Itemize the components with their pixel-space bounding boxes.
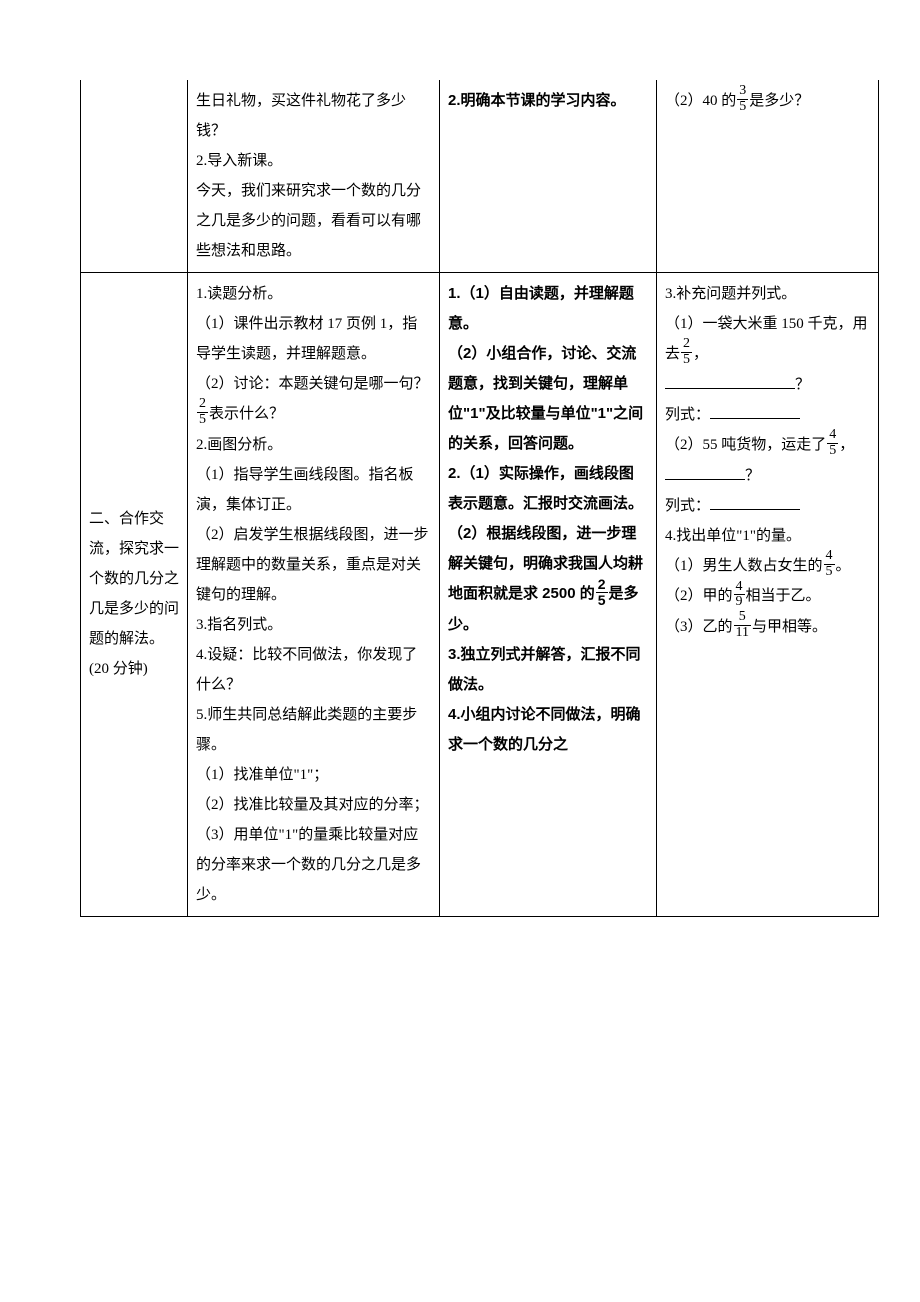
fraction-denominator: 11 [734, 626, 751, 641]
text: 与甲相等。 [752, 619, 827, 635]
cell-teacher-activity: 1.读题分析。 （1）课件出示教材 17 页例 1，指导学生读题，并理解题意。 … [188, 273, 440, 917]
text: （2）小组合作，讨论、交流题意，找到关键句，理解单位"1"及比较量与单位"1"之… [448, 345, 643, 452]
text: 5.师生共同总结解此类题的主要步骤。 [196, 707, 417, 753]
text: 列式： [665, 498, 710, 514]
text: ， [839, 437, 854, 453]
fill-blank [665, 464, 745, 480]
fraction: 35 [737, 84, 748, 114]
fill-blank [710, 494, 800, 510]
fraction-denominator: 5 [681, 353, 692, 368]
text: 4.设疑：比较不同做法，你发现了什么？ [196, 647, 417, 693]
fraction-denominator: 5 [596, 593, 608, 608]
text: 列式： [665, 407, 710, 423]
cell-exercise: （2）40 的35是多少？ [657, 80, 879, 273]
fraction-numerator: 2 [681, 337, 692, 353]
fraction-denominator: 5 [197, 413, 208, 428]
text: 2.画图分析。 [196, 437, 282, 453]
text: （1）找准单位"1"； [196, 767, 328, 783]
text: （2）40 的 [665, 93, 736, 109]
cell-student-activity: 1.（1）自由读题，并理解题意。 （2）小组合作，讨论、交流题意，找到关键句，理… [440, 273, 657, 917]
fraction-denominator: 5 [824, 565, 835, 580]
fraction-numerator: 3 [737, 84, 748, 100]
text: （2）讨论：本题关键句是哪一句？ [196, 376, 429, 392]
fraction: 25 [596, 577, 608, 607]
fraction-numerator: 4 [824, 549, 835, 565]
text: 2.明确本节课的学习内容。 [448, 92, 626, 109]
text: 相当于乙。 [746, 588, 821, 604]
text: 表示什么？ [209, 406, 284, 422]
fraction-denominator: 5 [827, 444, 838, 459]
text: 4.找出单位"1"的量。 [665, 528, 801, 544]
text: （2）找准比较量及其对应的分率； [196, 797, 429, 813]
fraction-numerator: 5 [734, 610, 751, 626]
text: 3.指名列式。 [196, 617, 282, 633]
fraction-numerator: 2 [197, 397, 208, 413]
fraction-numerator: 4 [827, 428, 838, 444]
table-row: 二、合作交流，探究求一个数的几分之几是多少的问题的解法。(20 分钟) 1.读题… [81, 273, 879, 917]
text: 2.导入新课。 [196, 153, 282, 169]
text: （2）启发学生根据线段图，进一步理解题中的数量关系，重点是对关键句的理解。 [196, 527, 429, 603]
fraction-numerator: 2 [596, 577, 608, 593]
text: ， [693, 346, 708, 362]
text: 二、合作交流，探究求一个数的几分之几是多少的问题的解法。(20 分钟) [89, 511, 179, 677]
text: （1）指导学生画线段图。指名板演，集体订正。 [196, 467, 414, 513]
text: （2）甲的 [665, 588, 733, 604]
text: 1.（1）自由读题，并理解题意。 [448, 285, 634, 332]
fill-blank [665, 373, 795, 389]
text: 3.补充问题并列式。 [665, 286, 796, 302]
text: 生日礼物，买这件礼物花了多少钱？ [196, 93, 406, 139]
text: （1）男生人数占女生的 [665, 558, 823, 574]
fraction: 45 [824, 549, 835, 579]
text: 是多少？ [749, 93, 809, 109]
lesson-plan-table: 生日礼物，买这件礼物花了多少钱？ 2.导入新课。 今天，我们来研究求一个数的几分… [80, 80, 879, 917]
text: 今天，我们来研究求一个数的几分之几是多少的问题，看看可以有哪些想法和思路。 [196, 183, 421, 259]
fraction-numerator: 4 [734, 580, 745, 596]
cell-student-activity: 2.明确本节课的学习内容。 [440, 80, 657, 273]
cell-exercise: 3.补充问题并列式。 （1）一袋大米重 150 千克，用去25， ？ 列式： （… [657, 273, 879, 917]
table-row: 生日礼物，买这件礼物花了多少钱？ 2.导入新课。 今天，我们来研究求一个数的几分… [81, 80, 879, 273]
fill-blank [710, 403, 800, 419]
text: 2.（1）实际操作，画线段图表示题意。汇报时交流画法。 [448, 465, 643, 512]
text: 3.独立列式并解答，汇报不同做法。 [448, 646, 641, 693]
fraction-denominator: 5 [737, 100, 748, 115]
fraction: 45 [827, 428, 838, 458]
document-page: 生日礼物，买这件礼物花了多少钱？ 2.导入新课。 今天，我们来研究求一个数的几分… [0, 0, 920, 957]
cell-teacher-activity: 生日礼物，买这件礼物花了多少钱？ 2.导入新课。 今天，我们来研究求一个数的几分… [188, 80, 440, 273]
text: 。 [836, 558, 851, 574]
fraction: 25 [197, 397, 208, 427]
text: （1）课件出示教材 17 页例 1，指导学生读题，并理解题意。 [196, 316, 417, 362]
cell-stage-label [81, 80, 188, 273]
fraction-denominator: 9 [734, 595, 745, 610]
text: 4.小组内讨论不同做法，明确求一个数的几分之 [448, 706, 641, 753]
fraction: 511 [734, 610, 751, 640]
fraction: 49 [734, 580, 745, 610]
text: （3）乙的 [665, 619, 733, 635]
text: ？ [745, 468, 760, 484]
text: ？ [795, 377, 810, 393]
fraction: 25 [681, 337, 692, 367]
text: （2）55 吨货物，运走了 [665, 437, 826, 453]
text: 1.读题分析。 [196, 286, 282, 302]
cell-stage-label: 二、合作交流，探究求一个数的几分之几是多少的问题的解法。(20 分钟) [81, 273, 188, 917]
text: （3）用单位"1"的量乘比较量对应的分率来求一个数的几分之几是多少。 [196, 827, 421, 903]
